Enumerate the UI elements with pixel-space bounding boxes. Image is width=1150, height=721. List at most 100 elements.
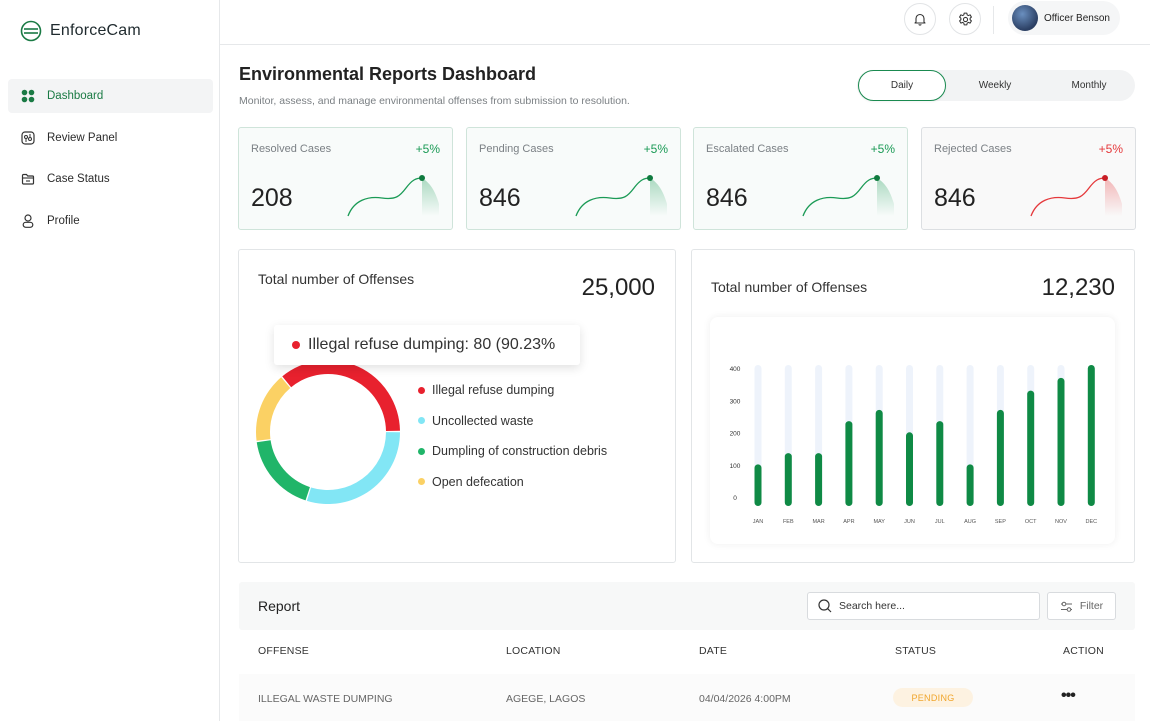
cell-date: 04/04/2026 4:00PM — [699, 693, 791, 705]
column-header-date[interactable]: DATE — [699, 645, 728, 657]
legend-item[interactable]: Dumpling of construction debris — [418, 436, 607, 467]
y-tick-label: 200 — [730, 431, 741, 438]
sidebar-item-dashboard[interactable]: Dashboard — [8, 79, 213, 113]
stat-label: Rejected Cases — [934, 143, 1012, 155]
x-tick-label: AUG — [964, 519, 976, 525]
x-tick-label: APR — [843, 519, 854, 525]
legend-item[interactable]: Illegal refuse dumping — [418, 375, 607, 406]
user-name: Officer Benson — [1044, 12, 1110, 24]
stat-card-rejected[interactable]: Rejected Cases +5% 846 — [921, 127, 1136, 230]
period-daily-button[interactable]: Daily — [858, 70, 946, 101]
x-tick-label: JUN — [904, 519, 915, 525]
donut-slice[interactable] — [306, 432, 400, 504]
tooltip-text: Illegal refuse dumping: 80 (90.23% — [308, 336, 556, 353]
bar[interactable] — [1027, 390, 1035, 506]
page-subtitle: Monitor, assess, and manage environmenta… — [239, 95, 630, 107]
stat-label: Pending Cases — [479, 143, 554, 155]
legend-dot — [418, 478, 425, 486]
donut-slice[interactable] — [256, 440, 310, 501]
logo-icon — [20, 20, 42, 42]
filter-icon — [1060, 601, 1072, 612]
bar[interactable] — [784, 453, 792, 506]
monthly-offenses-bar-chart: 0 100 200 300 400 JAN FEB MAR APR MAY JUN JUL AUG SEP… — [730, 365, 1097, 525]
legend-item[interactable]: Open defecation — [418, 467, 607, 498]
stat-card-pending[interactable]: Pending Cases +5% 846 — [466, 127, 681, 230]
stat-label: Escalated Cases — [706, 143, 789, 155]
sidebar-item-case-status[interactable]: Case Status — [8, 162, 213, 196]
sidebar-item-label: Dashboard — [47, 90, 104, 102]
bar-chart-card: 0 100 200 300 400 JAN FEB MAR APR MAY JUN JUL AUG SEP… — [710, 317, 1115, 544]
search-box — [807, 592, 1040, 620]
table-row[interactable]: ILLEGAL WASTE DUMPING AGEGE, LAGOS 04/04… — [239, 674, 1135, 721]
stat-change: +5% — [415, 142, 440, 156]
stat-value: 208 — [251, 184, 293, 212]
trend-sparkline — [802, 175, 894, 217]
filter-label: Filter — [1079, 600, 1104, 612]
donut-slice[interactable] — [282, 360, 400, 432]
search-icon — [818, 599, 832, 613]
bar[interactable] — [1057, 377, 1065, 506]
column-header-offense[interactable]: OFFENSE — [258, 645, 309, 657]
panel-total: 12,230 — [1041, 274, 1115, 301]
sidebar-item-label: Case Status — [47, 173, 110, 185]
stat-label: Resolved Cases — [251, 143, 332, 155]
x-tick-label: SEP — [995, 519, 1006, 525]
filter-button[interactable]: Filter — [1047, 592, 1116, 620]
stat-card-resolved[interactable]: Resolved Cases +5% 208 — [238, 127, 453, 230]
report-table-header: OFFENSE LOCATION DATE STATUS ACTION — [239, 631, 1135, 671]
gear-icon — [958, 12, 972, 25]
stat-change: +5% — [643, 142, 668, 156]
bar[interactable] — [936, 421, 944, 506]
topbar-divider — [993, 6, 994, 34]
offenses-donut-chart — [256, 360, 400, 504]
x-tick-label: NOV — [1055, 519, 1067, 525]
panel-total: 25,000 — [581, 274, 655, 301]
x-tick-label: MAR — [812, 519, 824, 525]
user-icon — [20, 213, 35, 228]
panel-title: Total number of Offenses — [711, 279, 868, 295]
legend-dot — [418, 386, 425, 394]
x-tick-label: JAN — [753, 519, 763, 525]
period-monthly-button[interactable]: Monthly — [1071, 80, 1107, 91]
grid-icon — [20, 89, 35, 104]
sidebar-item-review-panel[interactable]: Review Panel — [8, 121, 213, 155]
sidebar-item-profile[interactable]: Profile — [8, 204, 213, 238]
row-actions-button[interactable]: ••• — [1061, 687, 1076, 704]
column-header-action[interactable]: ACTION — [1063, 645, 1104, 657]
bar[interactable] — [815, 453, 823, 506]
brand[interactable]: EnforceCam — [20, 20, 141, 42]
bar[interactable] — [845, 421, 853, 506]
y-tick-label: 0 — [733, 495, 737, 502]
column-header-status[interactable]: STATUS — [895, 645, 937, 657]
column-header-location[interactable]: LOCATION — [506, 645, 561, 657]
legend-label: Dumpling of construction debris — [432, 444, 608, 459]
donut-slice[interactable] — [256, 377, 291, 441]
settings-button[interactable] — [949, 3, 981, 35]
bar[interactable] — [1087, 365, 1095, 506]
bar[interactable] — [966, 464, 974, 506]
bar[interactable] — [996, 409, 1004, 506]
x-tick-label: DEC — [1085, 519, 1097, 525]
legend-item[interactable]: Uncollected waste — [418, 406, 607, 437]
bar[interactable] — [754, 464, 762, 506]
stat-card-escalated[interactable]: Escalated Cases +5% 846 — [693, 127, 908, 230]
user-menu[interactable]: Officer Benson — [1008, 1, 1120, 35]
bar[interactable] — [875, 409, 883, 506]
brand-name: EnforceCam — [50, 22, 141, 39]
review-icon — [20, 130, 35, 145]
x-tick-label: OCT — [1025, 519, 1037, 525]
sidebar: EnforceCam Dashboard — [0, 0, 220, 721]
stat-value: 846 — [706, 184, 748, 212]
bar[interactable] — [906, 432, 913, 506]
legend-label: Open defecation — [432, 474, 524, 489]
legend-label: Illegal refuse dumping — [432, 383, 555, 398]
period-weekly-button[interactable]: Weekly — [978, 80, 1012, 91]
bell-icon — [914, 13, 926, 26]
search-input[interactable] — [839, 600, 1019, 612]
legend-label: Uncollected waste — [432, 413, 534, 428]
folder-icon — [20, 172, 35, 187]
notification-button[interactable] — [904, 3, 936, 35]
x-tick-label: MAY — [873, 519, 885, 525]
trend-sparkline — [1030, 175, 1122, 217]
